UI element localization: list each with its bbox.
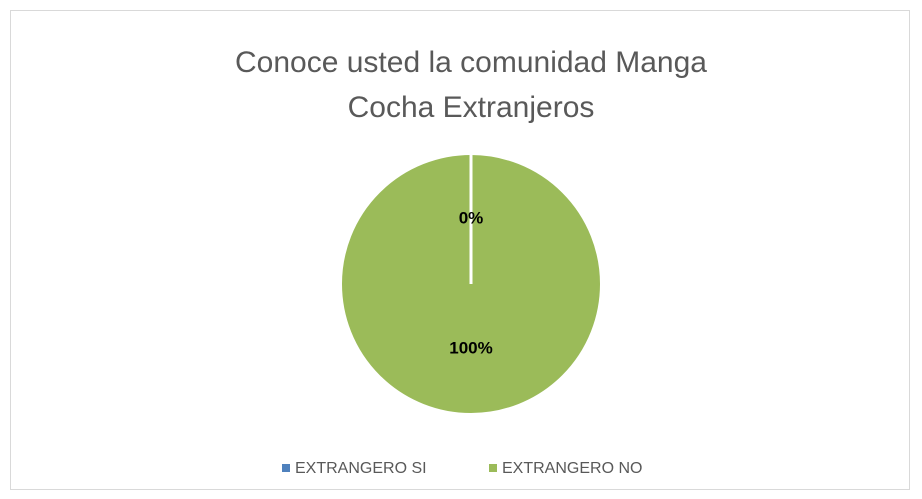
legend-swatch [282, 464, 290, 472]
legend-swatch [489, 464, 497, 472]
legend-label: EXTRANGERO SI [295, 460, 427, 477]
chart-title: Conoce usted la comunidad Manga Cocha Ex… [235, 46, 707, 124]
chart-frame [10, 10, 910, 490]
data-label: 100% [449, 338, 492, 357]
legend-label: EXTRANGERO NO [502, 460, 642, 477]
data-label: 0% [459, 208, 484, 227]
